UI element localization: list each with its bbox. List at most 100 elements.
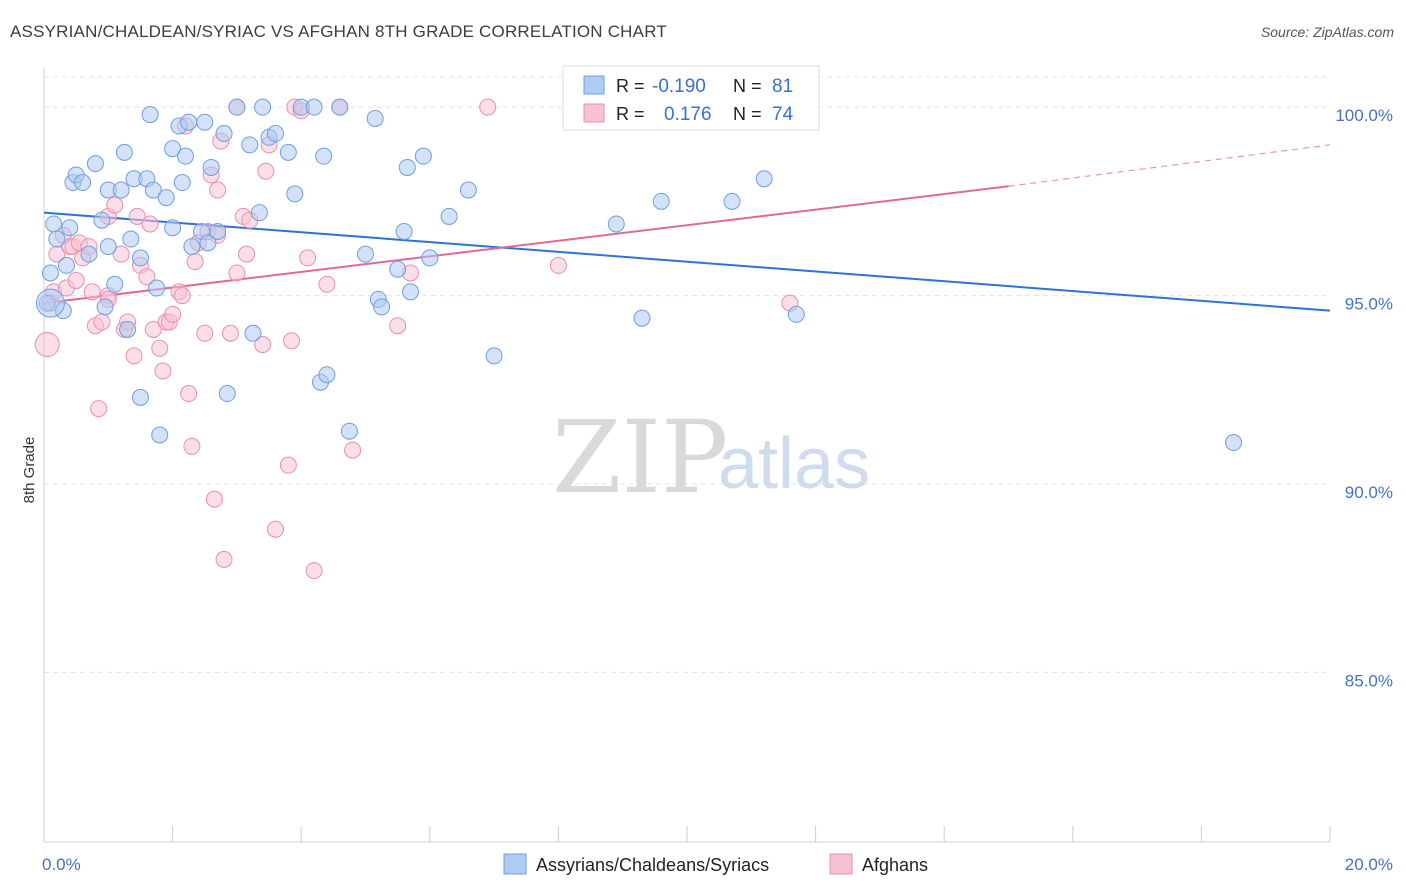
assyrians-point — [119, 320, 137, 338]
afghans-point — [83, 283, 101, 301]
assyrians-point — [250, 204, 268, 222]
afghans-point — [180, 385, 198, 403]
assyrians-points — [35, 98, 1243, 452]
series-legend-label-2: Afghans — [862, 855, 928, 875]
assyrians-point — [755, 170, 773, 188]
trend-lines — [43, 144, 1331, 312]
afghans-point — [138, 268, 156, 286]
afghans-point — [67, 271, 85, 289]
watermark-atlas: atlas — [718, 424, 870, 504]
assyrians-point — [80, 245, 98, 263]
y-tick-label: 90.0% — [1345, 483, 1393, 502]
assyrians-point — [228, 98, 246, 116]
assyrians-point — [366, 109, 384, 127]
assyrians-point — [331, 98, 349, 116]
afghans-point — [186, 253, 204, 271]
assyrians-point — [652, 192, 670, 210]
assyrians-point — [74, 174, 92, 192]
assyrians-point — [244, 324, 262, 342]
y-tick-labels: 85.0% 90.0% 95.0% 100.0% — [1335, 106, 1393, 690]
assyrians-point — [35, 288, 65, 318]
assyrians-point — [173, 174, 191, 192]
x-tick-labels: 0.0% 20.0% — [42, 855, 1393, 874]
afghans-point — [125, 347, 143, 365]
legend-r-label-1: R = — [616, 76, 645, 96]
assyrians-point — [373, 298, 391, 316]
assyrians-point — [633, 309, 651, 327]
afghans-point — [238, 245, 256, 263]
afghans-point — [128, 207, 146, 225]
assyrians-point — [199, 234, 217, 252]
assyrians-point — [459, 181, 477, 199]
watermark: ZIP atlas — [552, 399, 870, 516]
afghans-point — [173, 287, 191, 305]
assyrians-point — [254, 98, 272, 116]
assyrians-point — [61, 219, 79, 237]
assyrians-point — [144, 181, 162, 199]
assyrians-point — [607, 215, 625, 233]
assyrians-point — [180, 113, 198, 131]
assyrians-point — [241, 136, 259, 154]
afghans-point — [266, 520, 284, 538]
afghans-point — [283, 332, 301, 350]
assyrians-point — [315, 147, 333, 165]
afghans-point — [141, 215, 159, 233]
afghans-point — [112, 245, 130, 263]
assyrians-point — [41, 264, 59, 282]
assyrians-point — [196, 113, 214, 131]
assyrians-point — [266, 125, 284, 143]
assyrians-point — [1225, 434, 1243, 452]
legend-n-value-1: 81 — [772, 76, 793, 97]
assyrians-point — [305, 98, 323, 116]
correlation-legend: R = -0.190 N = 81 R = 0.176 N = 74 — [562, 65, 820, 131]
y-axis-title: 8th Grade — [21, 437, 38, 504]
assyrians-point — [357, 245, 374, 263]
assyrians-point — [151, 426, 169, 444]
assyrians-point — [286, 185, 304, 203]
afghans-point — [299, 249, 317, 267]
assyrians-point — [318, 366, 336, 384]
afghans-trend-extension — [1008, 144, 1331, 187]
afghans-point — [154, 362, 172, 380]
series-legend-label-1: Assyrians/Chaldeans/Syriacs — [536, 855, 769, 875]
afghans-point — [34, 332, 60, 358]
afghans-point — [389, 317, 407, 335]
afghans-point — [196, 324, 214, 342]
assyrians-point — [440, 207, 458, 225]
legend-swatch-pink — [583, 103, 605, 123]
legend-r-label-2: R = — [616, 104, 645, 124]
assyrians-point — [176, 147, 194, 165]
assyrians-point — [723, 192, 741, 210]
source-label: Source: ZipAtlas.com — [1260, 24, 1394, 40]
assyrians-point — [45, 215, 63, 233]
afghans-point — [183, 437, 201, 455]
afghans-trend-line — [43, 185, 1009, 305]
assyrians-point — [183, 238, 201, 256]
assyrians-point — [279, 143, 297, 161]
assyrians-point — [218, 385, 236, 403]
afghans-point — [479, 98, 497, 116]
assyrians-trend-line — [43, 211, 1331, 312]
assyrians-point — [389, 260, 407, 278]
series-legend-swatch-blue — [503, 853, 527, 875]
assyrians-point — [86, 155, 104, 173]
afghans-point — [164, 305, 182, 323]
legend-swatch-blue — [583, 75, 605, 95]
assyrians-point — [157, 189, 175, 207]
assyrians-point — [164, 140, 182, 158]
legend-n-label-2: N = — [733, 104, 762, 124]
assyrians-point — [340, 422, 358, 440]
assyrians-point — [93, 211, 111, 229]
assyrians-point — [209, 223, 227, 241]
assyrians-point — [414, 147, 432, 165]
afghans-point — [257, 162, 275, 180]
afghans-point — [144, 320, 162, 338]
series-legend-swatch-pink — [829, 853, 853, 875]
afghans-point — [305, 562, 323, 580]
assyrians-point — [148, 279, 166, 297]
assyrians-point — [421, 249, 439, 267]
assyrians-point — [485, 347, 503, 365]
chart-title: ASSYRIAN/CHALDEAN/SYRIAC VS AFGHAN 8TH G… — [10, 22, 667, 41]
assyrians-point — [131, 249, 149, 267]
